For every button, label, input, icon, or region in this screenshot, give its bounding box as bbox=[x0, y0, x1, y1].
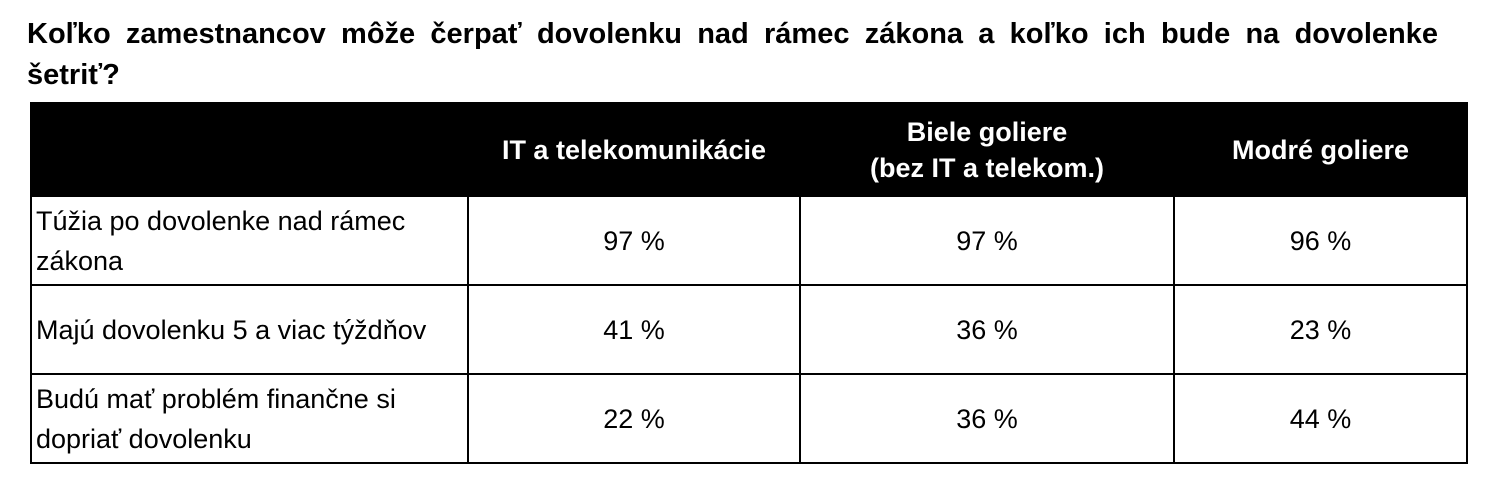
header-line: (bez IT a telekom.) bbox=[869, 152, 1105, 183]
table-row: Budú mať problém finančne si dopriať dov… bbox=[30, 373, 1468, 464]
value-cell: 36 % bbox=[799, 284, 1175, 375]
header-cell bbox=[30, 102, 469, 197]
title: Koľko zamestnancov môže čerpať dovolenku… bbox=[27, 18, 1438, 91]
table-row: Túžia po dovolenke nad rámec zákona 97 % 9… bbox=[30, 195, 1468, 286]
header-cell: IT a telekomunikácie bbox=[467, 102, 801, 197]
value-cell: 36 % bbox=[799, 373, 1175, 464]
header-row: IT a telekomunikácie Biele goliere (bez IT… bbox=[30, 102, 1468, 197]
value-cell: 22 % bbox=[467, 373, 801, 464]
table-head: IT a telekomunikácie Biele goliere (bez IT… bbox=[30, 102, 1468, 197]
value-cell: 44 % bbox=[1173, 373, 1468, 464]
header-cell: Biele goliere (bez IT a telekom.) bbox=[799, 102, 1175, 197]
table-body: Túžia po dovolenke nad rámec zákona 97 % 9… bbox=[30, 195, 1468, 464]
table: IT a telekomunikácie Biele goliere (bez IT… bbox=[30, 102, 1468, 464]
value-cell: 23 % bbox=[1173, 284, 1468, 375]
header-line: IT a telekomunikácie bbox=[501, 134, 767, 165]
header-cell: Modré goliere bbox=[1173, 102, 1468, 197]
row-label: Majú dovolenku 5 a viac týždňov bbox=[30, 284, 469, 375]
value-cell: 97 % bbox=[799, 195, 1175, 286]
header-line: Biele goliere bbox=[906, 116, 1068, 147]
table-row: Majú dovolenku 5 a viac týždňov 41 % 36 % 2… bbox=[30, 284, 1468, 375]
value-cell: 41 % bbox=[467, 284, 801, 375]
value-cell: 96 % bbox=[1173, 195, 1468, 286]
header-line: Modré goliere bbox=[1231, 134, 1410, 165]
row-label: Túžia po dovolenke nad rámec zákona bbox=[30, 195, 469, 286]
value-cell: 97 % bbox=[467, 195, 801, 286]
row-label: Budú mať problém finančne si dopriať dov… bbox=[30, 373, 469, 464]
